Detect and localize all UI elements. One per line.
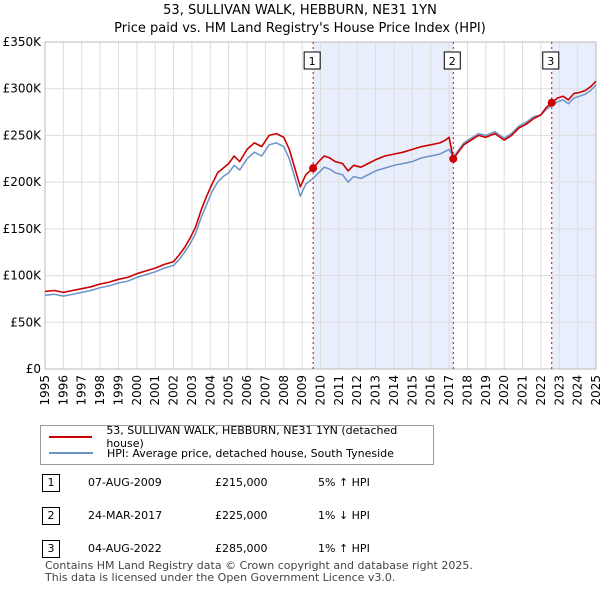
- y-tick-label: £150K: [3, 222, 43, 236]
- hpi-line: [44, 84, 597, 297]
- y-tick-label: £50K: [10, 315, 42, 329]
- x-tick-label: 2016: [424, 375, 438, 406]
- sale-label-box: [443, 51, 461, 70]
- plot-frame: [44, 41, 597, 370]
- sale-point: [547, 98, 556, 107]
- x-tick-label: 1995: [38, 375, 52, 406]
- x-tick-label: 2009: [295, 375, 309, 406]
- legend-label-hpi: HPI: Average price, detached house, Sout…: [107, 446, 394, 460]
- sale-row: 2 24-MAR-2017 £225,000 1% ↓ HPI: [40, 507, 580, 525]
- sale-price: £215,000: [215, 476, 268, 489]
- x-tick-label: 2023: [552, 375, 566, 406]
- x-tick-label: 2008: [277, 375, 291, 406]
- footer-licence: This data is licensed under the Open Gov…: [45, 571, 396, 584]
- x-tick-label: 2005: [222, 375, 236, 406]
- sale-date: 04-AUG-2022: [88, 542, 162, 555]
- x-tick-label: 2020: [497, 375, 511, 406]
- x-tick-label: 2013: [369, 375, 383, 406]
- legend-item-property: 53, SULLIVAN WALK, HEBBURN, NE31 1YN (de…: [49, 424, 433, 450]
- x-tick-label: 2025: [589, 375, 600, 406]
- legend-item-hpi: HPI: Average price, detached house, Sout…: [49, 445, 394, 461]
- legend-swatch-hpi: [49, 452, 93, 454]
- y-tick-label: £100K: [3, 269, 43, 283]
- sale-hpi-diff: 5% ↑ HPI: [318, 476, 370, 489]
- x-tick-label: 2021: [516, 375, 530, 406]
- legend-label-property: 53, SULLIVAN WALK, HEBBURN, NE31 1YN (de…: [106, 424, 398, 450]
- x-tick-label: 2007: [258, 375, 272, 406]
- x-tick-label: 2024: [571, 375, 585, 406]
- x-tick-label: 2001: [148, 375, 162, 406]
- sale-number-badge: 1: [42, 474, 60, 492]
- sale-label-box: [303, 51, 321, 70]
- x-tick-label: 2012: [350, 375, 364, 406]
- y-tick-label: £200K: [3, 175, 43, 189]
- sale-label-number: 3: [547, 55, 554, 68]
- x-tick-label: 2018: [460, 375, 474, 406]
- x-tick-label: 2015: [405, 375, 419, 406]
- x-tick-label: 1998: [93, 375, 107, 406]
- sale-date: 24-MAR-2017: [88, 509, 163, 522]
- sale-hpi-diff: 1% ↑ HPI: [318, 542, 370, 555]
- sale-point: [309, 164, 318, 173]
- y-tick-label: £300K: [3, 82, 43, 96]
- x-tick-label: 2000: [130, 375, 144, 406]
- x-tick-label: 2006: [240, 375, 254, 406]
- legend-swatch-property: [49, 436, 93, 438]
- ownership-shade: [313, 42, 454, 369]
- sale-point: [449, 154, 458, 163]
- footer: Contains HM Land Registry data © Crown c…: [45, 560, 473, 584]
- x-tick-label: 2003: [185, 375, 199, 406]
- x-tick-label: 2002: [167, 375, 181, 406]
- price-chart: £0 £50K £100K £150K £200K £250K £300K £350K 1995…: [3, 35, 600, 406]
- sale-label-number: 1: [309, 55, 316, 68]
- x-tick-label: 2022: [534, 375, 548, 406]
- legend: 53, SULLIVAN WALK, HEBBURN, NE31 1YN (de…: [40, 424, 434, 465]
- sale-label-number: 2: [449, 55, 456, 68]
- property-price-line: [44, 80, 597, 294]
- sale-row: 3 04-AUG-2022 £285,000 1% ↑ HPI: [40, 540, 580, 558]
- sale-number-badge: 2: [42, 507, 60, 525]
- x-tick-label: 2014: [387, 375, 401, 406]
- y-tick-label: £350K: [3, 35, 43, 49]
- x-tick-label: 1996: [56, 375, 70, 406]
- chart-subtitle: Price paid vs. HM Land Registry's House …: [114, 21, 486, 36]
- sale-label-box: [542, 51, 560, 70]
- sale-row: 1 07-AUG-2009 £215,000 5% ↑ HPI: [40, 474, 580, 492]
- footer-copyright: Contains HM Land Registry data © Crown c…: [45, 559, 473, 572]
- sale-price: £225,000: [215, 509, 268, 522]
- y-tick-label: £250K: [3, 128, 43, 142]
- sale-price: £285,000: [215, 542, 268, 555]
- sale-number-badge: 3: [42, 540, 60, 558]
- sale-date: 07-AUG-2009: [88, 476, 162, 489]
- x-tick-label: 2017: [442, 375, 456, 406]
- x-tick-label: 2019: [479, 375, 493, 406]
- x-tick-label: 2004: [203, 375, 217, 406]
- chart-title: 53, SULLIVAN WALK, HEBBURN, NE31 1YN: [163, 3, 437, 18]
- x-tick-label: 1999: [111, 375, 125, 406]
- x-tick-label: 1997: [75, 375, 89, 406]
- sale-hpi-diff: 1% ↓ HPI: [318, 509, 370, 522]
- y-tick-label: £0: [26, 362, 41, 376]
- x-tick-label: 2010: [314, 375, 328, 406]
- x-tick-label: 2011: [332, 375, 346, 406]
